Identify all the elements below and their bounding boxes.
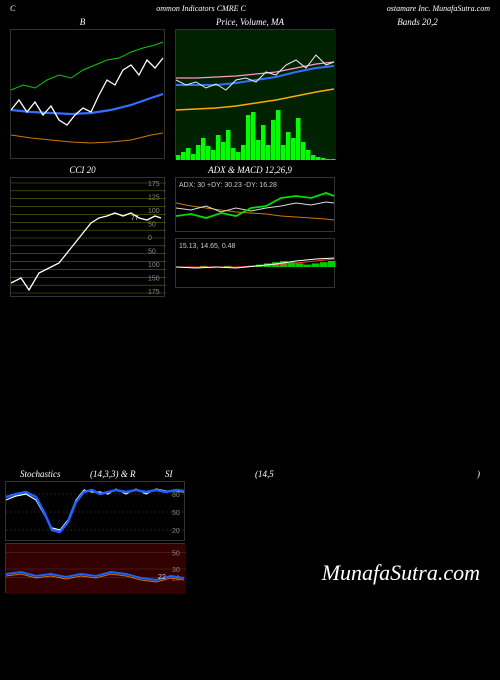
chart-rsi: 50302022 — [5, 543, 185, 593]
panel-title-rsi: SI — [165, 467, 255, 481]
panel-title-price: Price, Volume, MA — [165, 15, 335, 29]
row3-titles: Stochastics (14,3,3) & R SI (14,5 ) — [0, 467, 500, 481]
header-left: C — [10, 4, 15, 13]
svg-text:50: 50 — [172, 550, 180, 557]
chart-price — [175, 29, 335, 159]
svg-text:50: 50 — [148, 222, 156, 229]
svg-text:30: 30 — [172, 567, 180, 574]
panel-title-stoch-params: (14,3,3) & R — [90, 467, 165, 481]
chart-adx-macd-stack: ADX: 30 +DY: 30.23 -DY: 16.28 15.13, 14.… — [175, 177, 335, 297]
svg-text:100: 100 — [148, 208, 160, 215]
panel-title-cci: CCI 20 — [0, 163, 165, 177]
row3-charts: 80 50 20 50 30 20 22 — [0, 481, 500, 593]
svg-text:22: 22 — [158, 574, 166, 581]
svg-text:ADX: 30 +DY: 30.23 -DY: 16.2: ADX: 30 +DY: 30.23 -DY: 16.28 — [179, 182, 277, 189]
row1-charts — [0, 29, 500, 159]
chart-adx: ADX: 30 +DY: 30.23 -DY: 16.28 — [175, 177, 335, 232]
svg-text:175: 175 — [148, 289, 160, 296]
row2-titles: CCI 20 ADX & MACD 12,26,9 — [0, 163, 500, 177]
svg-text:0: 0 — [148, 235, 152, 242]
panel-title-bands: Bands 20,2 — [335, 15, 500, 29]
header-mid1: ommon Indicators CMRE C — [156, 4, 246, 13]
chart-stoch: 80 50 20 — [5, 481, 185, 541]
chart-bb — [10, 29, 165, 159]
svg-text:175: 175 — [148, 181, 160, 188]
svg-text:125: 125 — [148, 195, 160, 202]
svg-text:50: 50 — [148, 249, 156, 256]
chart-cci: 1751251005005010015017577 — [10, 177, 165, 297]
panel-title-rsi-params: (14,5 — [255, 467, 375, 481]
panel-title-rsi-close: ) — [375, 467, 500, 481]
row1-titles: B Price, Volume, MA Bands 20,2 — [0, 15, 500, 29]
chart-macd: 15.13, 14.65, 0.48 — [175, 238, 335, 288]
svg-text:150: 150 — [148, 276, 160, 283]
panel-title-adx: ADX & MACD 12,26,9 — [165, 163, 335, 177]
page-header: C ommon Indicators CMRE C ostamare Inc. … — [0, 0, 500, 15]
svg-text:80: 80 — [172, 492, 180, 499]
panel-title-stoch: Stochastics — [20, 467, 90, 481]
svg-text:15.13, 14.65, 0.48: 15.13, 14.65, 0.48 — [179, 243, 236, 250]
svg-text:50: 50 — [172, 510, 180, 517]
svg-text:100: 100 — [148, 262, 160, 269]
svg-text:20: 20 — [172, 528, 180, 535]
header-mid2: ostamare Inc. MunafaSutra.com — [387, 4, 490, 13]
panel-title-bb: B — [0, 15, 165, 29]
row2-charts: 1751251005005010015017577 ADX: 30 +DY: 3… — [0, 177, 500, 297]
